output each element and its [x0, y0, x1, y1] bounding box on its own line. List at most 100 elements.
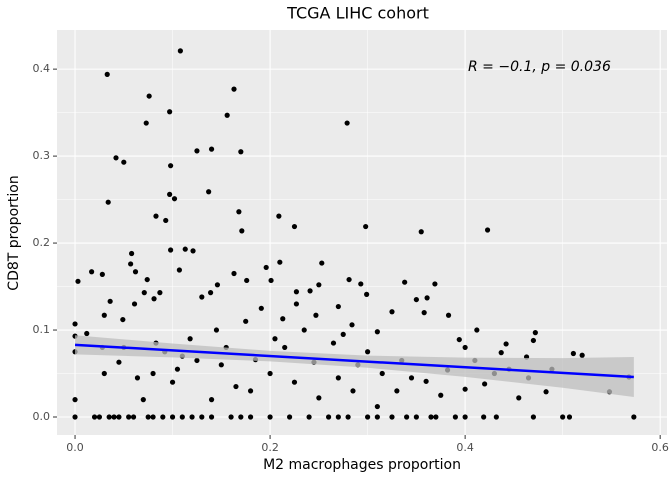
point — [364, 291, 370, 297]
point — [263, 264, 269, 271]
point — [153, 213, 159, 219]
point — [277, 259, 283, 265]
point — [157, 290, 163, 296]
chart-title: TCGA LIHC cohort — [286, 4, 429, 23]
point — [268, 277, 274, 284]
point — [445, 312, 452, 318]
point — [113, 155, 119, 161]
point — [631, 414, 637, 420]
x-tick-label: 0.6 — [651, 441, 669, 454]
point — [350, 388, 356, 394]
point — [231, 270, 237, 277]
point — [160, 414, 166, 420]
point — [107, 298, 113, 304]
point — [244, 277, 250, 284]
point — [238, 149, 244, 155]
point — [503, 341, 509, 347]
x-tick-label: 0.2 — [261, 441, 279, 454]
point — [150, 414, 156, 420]
point — [116, 359, 122, 365]
point — [213, 327, 220, 333]
point — [101, 312, 107, 318]
point — [207, 290, 214, 296]
point — [462, 414, 468, 420]
point — [335, 303, 341, 310]
point — [389, 414, 395, 420]
y-tick-label: 0.1 — [33, 323, 51, 336]
point — [374, 403, 380, 410]
point — [344, 120, 350, 126]
point — [171, 196, 178, 202]
point — [418, 229, 424, 235]
point — [438, 392, 444, 398]
point — [330, 340, 337, 346]
point — [96, 414, 103, 420]
regression-line — [74, 343, 634, 379]
point — [199, 414, 205, 420]
point — [84, 330, 90, 337]
point — [106, 414, 112, 420]
point — [462, 344, 468, 351]
point — [306, 414, 312, 420]
y-tick-label: 0.2 — [33, 236, 51, 249]
point — [346, 276, 352, 283]
point — [272, 336, 278, 342]
point — [421, 310, 427, 316]
point — [316, 395, 322, 401]
point — [316, 282, 322, 288]
point — [104, 71, 110, 77]
point — [132, 269, 139, 275]
point — [389, 309, 395, 315]
point — [530, 337, 536, 344]
point — [358, 281, 364, 287]
point — [120, 316, 126, 323]
point — [282, 344, 288, 351]
point — [413, 296, 419, 303]
point — [484, 227, 491, 233]
point — [293, 289, 300, 295]
point — [151, 296, 157, 302]
point — [335, 375, 341, 381]
point — [169, 414, 176, 420]
point — [208, 397, 215, 403]
point — [182, 246, 188, 252]
point — [189, 414, 195, 420]
point — [325, 414, 332, 420]
point — [199, 294, 205, 300]
point — [116, 414, 122, 420]
point — [433, 414, 439, 420]
point — [72, 414, 78, 420]
point — [150, 370, 156, 377]
point — [247, 414, 254, 420]
point — [72, 321, 78, 327]
point — [194, 148, 200, 154]
point — [267, 370, 273, 377]
point — [206, 189, 212, 195]
point — [75, 278, 81, 284]
x-axis-label: M2 macrophages proportion — [263, 457, 461, 473]
point — [349, 322, 355, 328]
point — [143, 120, 149, 126]
point — [169, 379, 176, 385]
point — [146, 93, 152, 99]
point — [276, 213, 282, 219]
point — [481, 414, 487, 420]
annotation: R = −0.1, p = 0.036 — [468, 59, 611, 75]
point — [319, 260, 325, 266]
point — [163, 217, 169, 224]
point — [301, 327, 307, 333]
point — [89, 269, 95, 275]
point — [543, 389, 549, 395]
point — [176, 267, 182, 273]
point — [105, 199, 111, 205]
y-tick-label: 0.3 — [33, 149, 51, 162]
point — [424, 295, 430, 301]
point — [179, 414, 185, 420]
point — [208, 146, 215, 152]
point — [402, 279, 408, 285]
point — [233, 383, 239, 390]
point — [228, 414, 234, 420]
point — [224, 112, 230, 118]
